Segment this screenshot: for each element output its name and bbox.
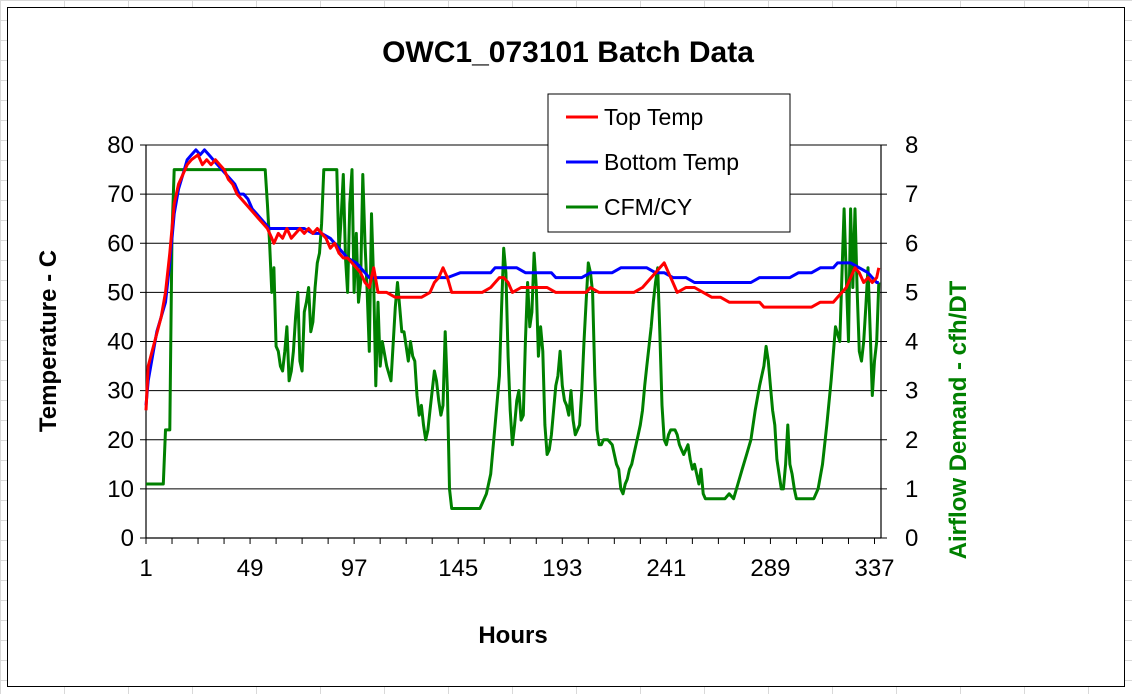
legend-label: Top Temp	[604, 104, 703, 130]
y-tick-label: 50	[107, 279, 134, 306]
series-line-top-temp	[144, 153, 881, 411]
y-tick-label: 20	[107, 427, 134, 454]
legend: Top Temp Bottom Temp CFM/CY	[547, 93, 791, 233]
chart-title: OWC1_073101 Batch Data	[382, 36, 754, 69]
series-line-bottom-temp	[144, 148, 879, 406]
y2-tick-label: 3	[905, 378, 918, 405]
x-tick-label: 337	[854, 555, 894, 582]
y-tick-label: 10	[107, 476, 134, 503]
y2-tick-label: 4	[905, 329, 918, 356]
y2-tick-label: 6	[905, 230, 918, 257]
x-axis-label: Hours	[478, 622, 547, 649]
x-tick-label: 1	[139, 555, 152, 582]
y2-tick-label: 7	[905, 181, 918, 208]
y-tick-label: 0	[121, 525, 134, 552]
axes	[140, 144, 887, 544]
y2-axis-label: Airflow Demand - cfh/DT	[945, 280, 972, 559]
x-tick-label: 145	[438, 555, 478, 582]
y-tick-label: 40	[107, 329, 134, 356]
x-tick-label: 49	[237, 555, 264, 582]
series-group	[144, 148, 881, 510]
y2-tick-label: 0	[905, 525, 918, 552]
y-tick-label: 30	[107, 378, 134, 405]
x-tick-label: 97	[341, 555, 368, 582]
x-tick-label: 193	[542, 555, 582, 582]
y2-tick-label: 1	[905, 476, 918, 503]
legend-label: CFM/CY	[604, 194, 692, 220]
series-line-cfm-cy	[146, 168, 881, 510]
y2-tick-label: 2	[905, 427, 918, 454]
y-tick-label: 80	[107, 132, 134, 159]
y2-tick-label: 8	[905, 132, 918, 159]
x-tick-label: 289	[750, 555, 790, 582]
legend-label: Bottom Temp	[604, 149, 739, 175]
y-tick-label: 70	[107, 181, 134, 208]
y-tick-label: 60	[107, 230, 134, 257]
x-tick-label: 241	[646, 555, 686, 582]
y-axis-label: Temperature - C	[35, 250, 62, 432]
y2-tick-label: 5	[905, 279, 918, 306]
